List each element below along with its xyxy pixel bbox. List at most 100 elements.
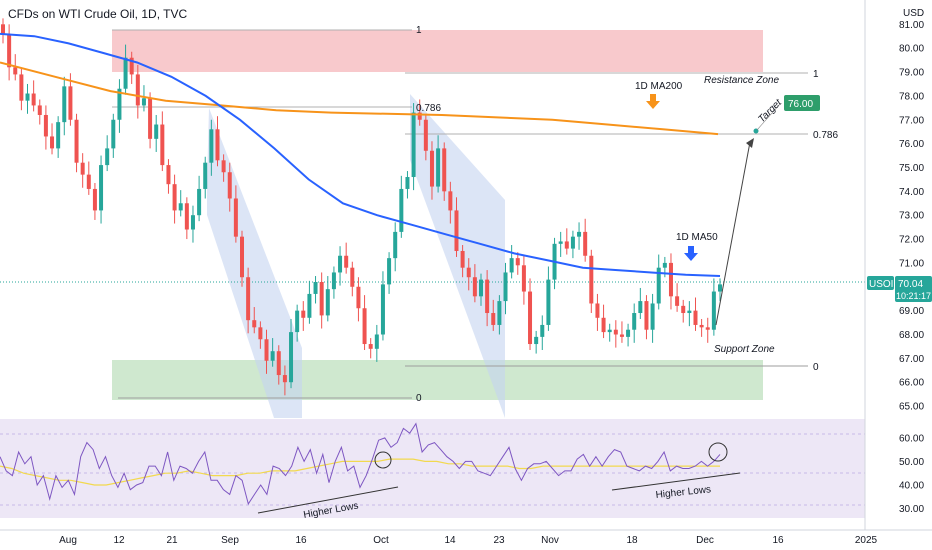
candle-body (619, 334, 624, 337)
rsi-line (0, 422, 721, 506)
fib-label-1-right: 1 (813, 69, 819, 80)
price-tick-label: 67.00 (899, 354, 924, 365)
price-tick-label: 74.00 (899, 187, 924, 198)
candle-body (626, 329, 631, 337)
candle-body (233, 198, 238, 237)
candle-body (56, 122, 61, 149)
candle-body (190, 215, 195, 230)
candle-body (43, 114, 48, 137)
candle-body (436, 148, 441, 187)
candle-body (111, 119, 116, 149)
candle-body (540, 324, 545, 337)
candle-body (699, 324, 704, 328)
ma200-arrow-icon (646, 94, 660, 109)
candle-body (515, 258, 520, 266)
higher-lows-line-1 (257, 486, 399, 514)
candle-body (240, 236, 244, 278)
candle-body (583, 231, 588, 256)
candle-body (331, 272, 336, 290)
price-tick-label: 66.00 (899, 378, 924, 389)
candle-body (135, 74, 140, 106)
price-pane[interactable] (0, 18, 865, 418)
ma50-arrow-icon (684, 246, 698, 261)
time-tick-label: 14 (444, 535, 456, 546)
target-price-text: 76.00 (788, 99, 813, 110)
candle-body (613, 329, 618, 335)
time-tick-label: 21 (166, 535, 178, 546)
candle-body (68, 86, 73, 120)
candle-body (632, 313, 637, 330)
time-tick-label: 2025 (855, 535, 878, 546)
rsi-tick-label: 30.00 (899, 504, 924, 515)
candle-body (227, 172, 232, 199)
candle-body (301, 310, 306, 318)
ma200-line (0, 61, 719, 136)
price-tick-label: 73.00 (899, 211, 924, 222)
candle-body (380, 284, 385, 335)
candle-body (350, 267, 355, 287)
candle-body (411, 112, 416, 178)
candle-body (13, 67, 18, 75)
time-tick-label: 16 (772, 535, 784, 546)
last-price-symbol: USOIL (869, 279, 899, 290)
price-axis[interactable]: 81.00 80.00 79.00 78.00 77.00 76.00 75.00 74.00… (864, 0, 932, 530)
candle-body (148, 98, 153, 139)
candle-body (693, 310, 698, 325)
candle-body (276, 351, 281, 376)
resistance-zone-label: Resistance Zone (704, 75, 779, 86)
candle-body (313, 282, 318, 294)
candle-body (687, 310, 692, 314)
candle-body (319, 282, 324, 316)
candle-body (215, 129, 220, 161)
support-zone-label: Support Zone (714, 344, 775, 355)
rsi-circle-2 (708, 442, 728, 462)
candle-body (479, 279, 483, 297)
higher-lows-line-2 (611, 472, 741, 491)
fib-label-1-top: 1 (416, 25, 422, 36)
candle-body (160, 124, 165, 166)
last-price-countdown: 10:21:17 (896, 291, 931, 301)
time-tick-label: Sep (221, 535, 239, 546)
candle-body (74, 119, 79, 163)
rsi-circle-1 (374, 451, 392, 469)
candle-body (209, 129, 214, 163)
candle-body (37, 105, 42, 115)
fib-label-786-mid: 0.786 (416, 103, 441, 114)
rsi-tick-label: 60.00 (899, 433, 924, 444)
resistance-zone (112, 30, 763, 72)
time-tick-label: Aug (59, 535, 77, 546)
candle-body (472, 277, 477, 297)
candle-body (197, 188, 202, 216)
candle-body (503, 272, 508, 302)
candle-body (338, 255, 343, 273)
time-axis[interactable]: Aug 12 21 Sep 16 Oct 14 23 Nov 18 Dec 16 2025 (0, 529, 932, 546)
candle-body (172, 184, 177, 211)
candle-body (681, 305, 686, 314)
candle-body (374, 334, 379, 349)
candle-body (362, 308, 367, 345)
candle-body (184, 203, 189, 230)
candle-body (31, 93, 36, 106)
time-tick-label: Oct (373, 535, 389, 546)
price-tick-label: 69.00 (899, 306, 924, 317)
candle-body (497, 301, 502, 325)
ma50-line (0, 32, 721, 277)
candle-body (50, 136, 55, 149)
candle-body (105, 148, 110, 166)
candle-body (325, 289, 330, 316)
candle-body (264, 339, 269, 361)
candle-body (528, 291, 533, 345)
price-tick-label: 68.00 (899, 330, 924, 341)
time-tick-label: 23 (493, 535, 505, 546)
candle-body (423, 119, 428, 151)
candle-body (129, 57, 134, 75)
candle-body (154, 124, 159, 139)
time-tick-label: 18 (626, 535, 638, 546)
candle-body (466, 267, 471, 278)
candle-body (595, 303, 600, 318)
price-tick-label: 79.00 (899, 68, 924, 79)
candle-body (644, 301, 649, 330)
target-price-badge (784, 95, 820, 111)
rsi-pane[interactable]: Higher Lows Higher Lows (0, 419, 865, 521)
